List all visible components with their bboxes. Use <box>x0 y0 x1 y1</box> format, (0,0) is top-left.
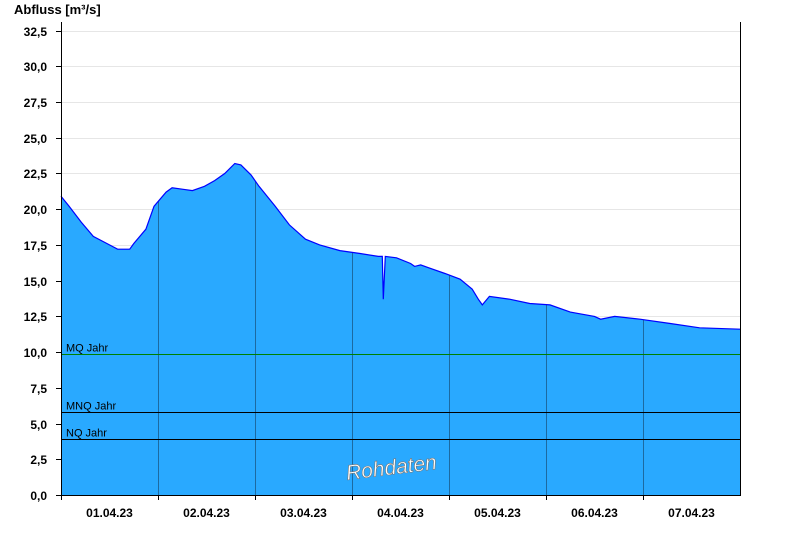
y-ticks: 0,0 2,5 5,0 7,5 10,0 12,5 15,0 17,5 20,0 22,5 25,0… <box>24 25 61 503</box>
reference-line-label: NQ Jahr <box>66 428 107 440</box>
x-tick-label: 05.04.23 <box>474 506 521 520</box>
y-tick-label: 25,0 <box>24 132 48 146</box>
y-tick-label: 0,0 <box>30 489 47 503</box>
y-tick-label: 17,5 <box>24 239 48 253</box>
y-tick-label: 12,5 <box>24 310 48 324</box>
y-tick-label: 5,0 <box>30 418 47 432</box>
y-tick-label: 7,5 <box>30 382 47 396</box>
x-ticks: 01.04.23 02.04.23 03.04.23 04.04.23 05.04.23… <box>61 495 715 520</box>
discharge-line <box>60 162 741 330</box>
x-tick-label: 01.04.23 <box>86 506 133 520</box>
y-axis-label: Abfluss [m³/s] <box>14 2 101 17</box>
y-tick-label: 22,5 <box>24 167 48 181</box>
reference-line-label: MNQ Jahr <box>66 401 116 413</box>
y-tick-label: 10,0 <box>24 346 48 360</box>
x-tick-label: 02.04.23 <box>183 506 230 520</box>
axes <box>61 22 741 496</box>
y-tick-label: 2,5 <box>30 453 47 467</box>
reference-lines: MQ Jahr MNQ Jahr NQ Jahr <box>61 343 740 440</box>
x-tick-label: 03.04.23 <box>280 506 327 520</box>
y-tick-label: 30,0 <box>24 60 48 74</box>
x-tick-label: 06.04.23 <box>571 506 618 520</box>
discharge-area <box>61 163 740 495</box>
y-tick-label: 27,5 <box>24 96 48 110</box>
reference-line-label: MQ Jahr <box>66 343 109 355</box>
y-tick-label: 15,0 <box>24 275 48 289</box>
y-tick-label: 32,5 <box>24 25 48 39</box>
x-tick-label: 04.04.23 <box>377 506 424 520</box>
y-tick-label: 20,0 <box>24 203 48 217</box>
x-tick-label: 07.04.23 <box>668 506 715 520</box>
